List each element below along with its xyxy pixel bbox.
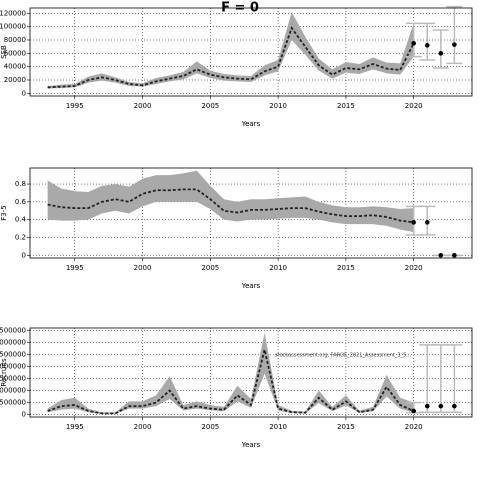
plot-frame xyxy=(29,7,473,97)
projection-point xyxy=(438,51,444,56)
x-tick-label: 2020 xyxy=(405,264,423,272)
y-tick-label: 60000 xyxy=(4,49,26,57)
x-tick-label: 2000 xyxy=(134,264,152,272)
projection-point xyxy=(438,253,444,258)
y-axis-label: F3-5 xyxy=(0,205,8,220)
estimate-line xyxy=(47,188,414,224)
projection-point xyxy=(411,220,416,225)
x-tick-label: 2000 xyxy=(134,102,152,110)
x-tick-label: 2000 xyxy=(134,423,152,431)
y-tick-label: 20000 xyxy=(4,76,26,84)
confidence-band xyxy=(47,332,414,414)
projection-point xyxy=(452,253,457,258)
x-tick-label: 2010 xyxy=(269,102,287,110)
projection-point xyxy=(452,403,457,409)
y-tick-label: 100000 xyxy=(0,23,26,31)
x-tick-label: 2020 xyxy=(405,102,423,110)
x-tick-label: 1995 xyxy=(66,264,84,272)
projection-point xyxy=(452,42,457,47)
x-tick-label: 2005 xyxy=(201,264,219,272)
confidence-band xyxy=(47,12,414,89)
confidence-band xyxy=(47,170,414,233)
projection-point xyxy=(438,403,444,409)
projection-point xyxy=(424,43,430,48)
x-axis-label: Years xyxy=(241,441,261,449)
chart-title: F = 0 xyxy=(221,1,259,16)
projection-point xyxy=(411,408,416,414)
x-tick-label: 1995 xyxy=(66,102,84,110)
annotation: stockassessment.org, FAROE_2021_Assessme… xyxy=(275,353,411,359)
y-tick-label: 40000 xyxy=(4,63,26,71)
y-axis-label: SSB xyxy=(0,45,8,59)
plot-frame xyxy=(29,167,473,259)
x-axis-label: Years xyxy=(241,282,261,290)
y-tick-label: 0.6 xyxy=(15,198,27,206)
y-tick-label: 2500000 xyxy=(0,350,26,358)
y-tick-label: 500000 xyxy=(0,399,26,407)
x-tick-label: 2010 xyxy=(269,423,287,431)
projection-point xyxy=(424,220,430,225)
x-tick-label: 2010 xyxy=(269,264,287,272)
projection-point xyxy=(424,403,430,409)
y-tick-label: 0 xyxy=(22,411,26,419)
y-tick-label: 0 xyxy=(22,89,26,97)
y-tick-label: 1000000 xyxy=(0,387,26,395)
y-tick-label: 0.2 xyxy=(15,234,26,242)
x-axis-label: Years xyxy=(241,120,261,128)
estimate-line xyxy=(47,26,415,89)
x-tick-label: 2005 xyxy=(201,423,219,431)
y-tick-label: 3000000 xyxy=(0,338,26,346)
x-tick-label: 2015 xyxy=(337,264,355,272)
y-tick-label: 120000 xyxy=(0,9,26,17)
x-tick-label: 2015 xyxy=(337,423,355,431)
y-axis-label: Recruits xyxy=(0,358,8,387)
x-tick-label: 2005 xyxy=(201,102,219,110)
y-tick-label: 3500000 xyxy=(0,326,26,334)
plot-frame xyxy=(29,327,473,418)
x-tick-label: 2015 xyxy=(337,102,355,110)
y-tick-label: 0 xyxy=(22,251,26,259)
y-tick-label: 1500000 xyxy=(0,375,26,383)
y-tick-label: 80000 xyxy=(4,36,26,44)
y-tick-label: 0.8 xyxy=(15,180,26,188)
projection-point xyxy=(411,41,416,46)
x-tick-label: 2020 xyxy=(405,423,423,431)
y-tick-label: 2000000 xyxy=(0,362,26,370)
x-tick-label: 1995 xyxy=(66,423,84,431)
y-tick-label: 0.4 xyxy=(15,216,27,224)
